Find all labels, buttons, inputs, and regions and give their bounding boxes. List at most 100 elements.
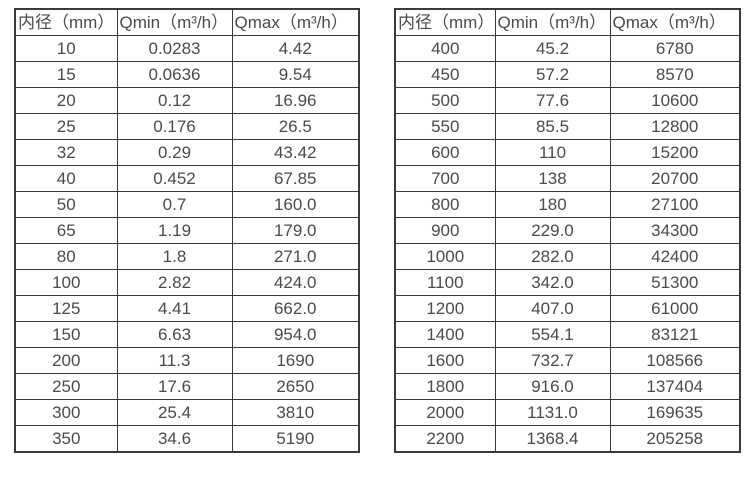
qmin-cell: 229.0 xyxy=(494,217,611,244)
diameter-cell: 700 xyxy=(394,165,496,192)
diameter-cell: 20 xyxy=(14,87,118,114)
qmin-cell: 1.8 xyxy=(116,243,233,270)
flow-table-small-diameters: 内径（mm） Qmin（m³/h） Qmax（m³/h） 10 0.0283 4.42 15… xyxy=(14,8,360,453)
qmax-cell: 67.85 xyxy=(231,165,360,192)
qmax-cell: 1690 xyxy=(231,347,360,374)
qmax-cell: 179.0 xyxy=(231,217,360,244)
qmin-cell: 138 xyxy=(494,165,611,192)
table-row: 700 138 20700 xyxy=(394,165,741,192)
qmin-cell: 282.0 xyxy=(494,243,611,270)
table-row: 20 0.12 16.96 xyxy=(14,87,360,114)
diameter-header: 内径（mm） xyxy=(14,8,118,36)
diameter-cell: 1600 xyxy=(394,347,496,374)
qmax-cell: 3810 xyxy=(231,399,360,426)
qmax-cell: 9.54 xyxy=(231,61,360,88)
qmax-cell: 42400 xyxy=(609,243,741,270)
diameter-cell: 1800 xyxy=(394,373,496,400)
table-row: 80 1.8 271.0 xyxy=(14,243,360,270)
diameter-cell: 15 xyxy=(14,61,118,88)
table-row: 250 17.6 2650 xyxy=(14,373,360,400)
flow-table-large-diameters: 内径（mm） Qmin（m³/h） Qmax（m³/h） 400 45.2 6780 450… xyxy=(394,8,741,453)
diameter-cell: 500 xyxy=(394,87,496,114)
qmin-cell: 1368.4 xyxy=(494,425,611,453)
qmax-cell: 108566 xyxy=(609,347,741,374)
qmin-cell: 0.7 xyxy=(116,191,233,218)
diameter-cell: 50 xyxy=(14,191,118,218)
qmin-cell: 342.0 xyxy=(494,269,611,296)
qmax-cell: 271.0 xyxy=(231,243,360,270)
diameter-cell: 350 xyxy=(14,425,118,453)
qmax-cell: 5190 xyxy=(231,425,360,453)
diameter-cell: 32 xyxy=(14,139,118,166)
qmax-cell: 27100 xyxy=(609,191,741,218)
qmax-cell: 662.0 xyxy=(231,295,360,322)
diameter-cell: 100 xyxy=(14,269,118,296)
qmax-cell: 205258 xyxy=(609,425,741,453)
qmin-cell: 45.2 xyxy=(494,35,611,62)
qmin-cell: 180 xyxy=(494,191,611,218)
qmax-cell: 61000 xyxy=(609,295,741,322)
qmax-cell: 424.0 xyxy=(231,269,360,296)
table-row: 1600 732.7 108566 xyxy=(394,347,741,374)
qmax-cell: 954.0 xyxy=(231,321,360,348)
qmin-header: Qmin（m³/h） xyxy=(494,8,611,36)
qmax-cell: 6780 xyxy=(609,35,741,62)
diameter-cell: 1000 xyxy=(394,243,496,270)
qmin-cell: 732.7 xyxy=(494,347,611,374)
table-row: 15 0.0636 9.54 xyxy=(14,61,360,88)
qmin-header: Qmin（m³/h） xyxy=(116,8,233,36)
table-row: 350 34.6 5190 xyxy=(14,425,360,453)
qmax-cell: 51300 xyxy=(609,269,741,296)
diameter-cell: 2000 xyxy=(394,399,496,426)
qmin-cell: 85.5 xyxy=(494,113,611,140)
table-row: 1800 916.0 137404 xyxy=(394,373,741,400)
table-row: 150 6.63 954.0 xyxy=(14,321,360,348)
table-row: 300 25.4 3810 xyxy=(14,399,360,426)
table-row: 2200 1368.4 205258 xyxy=(394,425,741,453)
table-row: 500 77.6 10600 xyxy=(394,87,741,114)
qmin-cell: 4.41 xyxy=(116,295,233,322)
diameter-cell: 125 xyxy=(14,295,118,322)
qmin-cell: 0.12 xyxy=(116,87,233,114)
qmax-cell: 43.42 xyxy=(231,139,360,166)
table-row: 600 110 15200 xyxy=(394,139,741,166)
flow-rate-tables-container: 内径（mm） Qmin（m³/h） Qmax（m³/h） 10 0.0283 4.42 15… xyxy=(14,8,741,453)
table-row: 50 0.7 160.0 xyxy=(14,191,360,218)
table-row: 1200 407.0 61000 xyxy=(394,295,741,322)
table-row: 100 2.82 424.0 xyxy=(14,269,360,296)
qmin-cell: 0.452 xyxy=(116,165,233,192)
qmin-cell: 407.0 xyxy=(494,295,611,322)
table-row: 450 57.2 8570 xyxy=(394,61,741,88)
qmax-cell: 160.0 xyxy=(231,191,360,218)
diameter-cell: 200 xyxy=(14,347,118,374)
qmax-cell: 26.5 xyxy=(231,113,360,140)
diameter-cell: 1200 xyxy=(394,295,496,322)
diameter-cell: 2200 xyxy=(394,425,496,453)
table-row: 1000 282.0 42400 xyxy=(394,243,741,270)
diameter-cell: 1100 xyxy=(394,269,496,296)
qmax-cell: 34300 xyxy=(609,217,741,244)
diameter-cell: 65 xyxy=(14,217,118,244)
table-row: 10 0.0283 4.42 xyxy=(14,35,360,62)
qmax-cell: 16.96 xyxy=(231,87,360,114)
qmin-cell: 916.0 xyxy=(494,373,611,400)
qmax-cell: 15200 xyxy=(609,139,741,166)
qmin-cell: 77.6 xyxy=(494,87,611,114)
table-row: 550 85.5 12800 xyxy=(394,113,741,140)
qmax-header: Qmax（m³/h） xyxy=(231,8,360,36)
diameter-cell: 800 xyxy=(394,191,496,218)
diameter-cell: 300 xyxy=(14,399,118,426)
qmax-cell: 20700 xyxy=(609,165,741,192)
qmin-cell: 34.6 xyxy=(116,425,233,453)
qmin-cell: 0.176 xyxy=(116,113,233,140)
diameter-cell: 400 xyxy=(394,35,496,62)
diameter-cell: 900 xyxy=(394,217,496,244)
diameter-cell: 25 xyxy=(14,113,118,140)
qmin-cell: 6.63 xyxy=(116,321,233,348)
qmin-cell: 0.0636 xyxy=(116,61,233,88)
table-row: 900 229.0 34300 xyxy=(394,217,741,244)
diameter-cell: 150 xyxy=(14,321,118,348)
table-row: 800 180 27100 xyxy=(394,191,741,218)
diameter-header: 内径（mm） xyxy=(394,8,496,36)
qmin-cell: 0.29 xyxy=(116,139,233,166)
